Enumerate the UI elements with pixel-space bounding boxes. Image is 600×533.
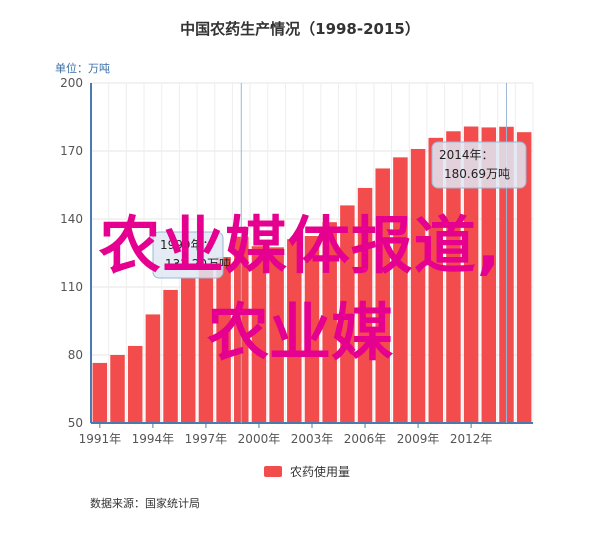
tooltip: 1999年： 132.20万吨 (152, 231, 231, 279)
source-label: 数据来源：国家统计局 (90, 496, 200, 510)
tooltip: 2014年： 180.69万吨 (431, 141, 527, 189)
bar[interactable] (163, 289, 178, 423)
bar[interactable] (216, 257, 231, 423)
y-tick-label: 110 (60, 280, 83, 294)
bars-layer[interactable] (92, 126, 532, 424)
y-tick-label: 140 (60, 212, 83, 226)
bar[interactable] (180, 277, 196, 423)
bar[interactable] (269, 247, 284, 423)
bar[interactable] (357, 187, 373, 423)
tooltip-box (431, 141, 527, 189)
y-tick-label: 50 (68, 416, 83, 430)
bar[interactable] (393, 157, 408, 423)
bar[interactable] (145, 314, 161, 423)
x-tick-label: 2006年 (344, 432, 387, 446)
bar[interactable] (446, 131, 461, 423)
bar[interactable] (127, 345, 143, 423)
bar[interactable] (463, 126, 479, 424)
y-tick-label: 80 (68, 348, 83, 362)
bar[interactable] (428, 137, 444, 423)
unit-label: 单位：万吨 (55, 61, 110, 75)
bar[interactable] (304, 236, 320, 423)
tooltip-layer: 1999年： 132.20万吨 2014年： 180.69万吨 (152, 83, 527, 423)
bar[interactable] (198, 265, 214, 423)
x-tick-label: 1997年 (185, 432, 228, 446)
x-tick-label: 2012年 (450, 432, 493, 446)
x-tick-label: 2003年 (291, 432, 334, 446)
chart-title: 中国农药生产情况（1998-2015） (180, 20, 420, 38)
legend-swatch (264, 466, 282, 477)
bar[interactable] (375, 168, 390, 423)
legend-label: 农药使用量 (290, 464, 350, 479)
x-tick-label: 2000年 (238, 432, 281, 446)
tooltip-value: 132.20万吨 (165, 257, 231, 271)
bar[interactable] (340, 205, 355, 423)
axis-layer: 50 80 110 140 170 200 1991年 1994年 1997年 2000年 2003… (60, 76, 533, 446)
bar[interactable] (322, 222, 337, 423)
tooltip-box (152, 231, 224, 279)
x-tick-label: 1991年 (79, 432, 122, 446)
legend[interactable]: 农药使用量 (264, 464, 350, 479)
tooltip-value: 180.69万吨 (444, 167, 510, 181)
bar[interactable] (287, 239, 302, 423)
tooltip-year: 1999年： (160, 238, 215, 252)
tooltip-year: 2014年： (439, 148, 494, 162)
bar[interactable] (92, 362, 108, 423)
y-tick-label: 200 (60, 76, 83, 90)
bar[interactable] (110, 355, 125, 423)
x-tick-label: 2009年 (397, 432, 440, 446)
bar[interactable] (410, 148, 426, 423)
bar[interactable] (516, 132, 532, 424)
y-tick-label: 170 (60, 144, 83, 158)
x-tick-label: 1994年 (132, 432, 175, 446)
bar[interactable] (251, 246, 267, 423)
bar[interactable] (481, 127, 497, 423)
